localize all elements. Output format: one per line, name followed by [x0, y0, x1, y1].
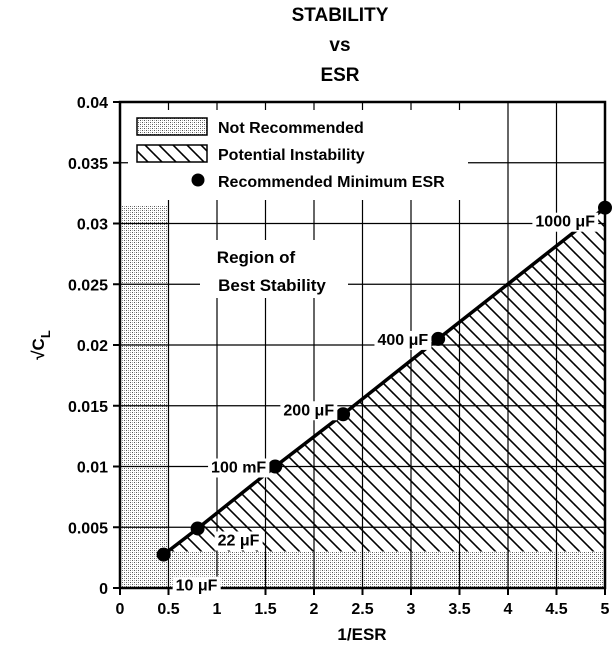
- legend-dot-recommended-minimum-esr: [191, 173, 205, 187]
- data-point: [156, 547, 171, 562]
- x-axis-label: 1/ESR: [337, 625, 386, 644]
- y-axis: 0 0.005 0.01 0.015 0.02 0.025 0.03 0.035 0.04: [68, 95, 120, 598]
- not-recommended-region-left: [120, 205, 169, 588]
- y-tick-label: 0.02: [77, 338, 108, 355]
- x-tick-label: 0.5: [157, 601, 179, 618]
- data-point: [190, 521, 205, 536]
- y-tick-label: 0.015: [68, 399, 108, 416]
- legend-swatch-not-recommended: [136, 117, 208, 136]
- data-point-label: 10 μF: [176, 578, 218, 595]
- data-point-label: 22 μF: [218, 532, 260, 549]
- chart-title-line-2: vs: [329, 35, 350, 56]
- y-tick-label: 0: [99, 581, 108, 598]
- y-tick-label: 0.035: [68, 156, 108, 173]
- legend-label-potential-instability: Potential Instability: [218, 147, 365, 164]
- data-point: [336, 407, 351, 422]
- data-point-label-background: [208, 458, 270, 478]
- x-tick-label: 1: [213, 601, 222, 618]
- x-tick-label: 4.5: [545, 601, 567, 618]
- y-axis-label-subscript: L: [38, 330, 53, 338]
- legend-swatch-potential-instability: [136, 144, 208, 163]
- data-point-label-background: [532, 212, 599, 232]
- x-tick-label: 5: [601, 601, 610, 618]
- data-point: [268, 459, 283, 474]
- x-tick-label: 3: [407, 601, 416, 618]
- x-tick-label: 2.5: [351, 601, 373, 618]
- y-tick-label: 0.04: [77, 95, 108, 112]
- data-point-label: 400 μF: [377, 332, 428, 349]
- data-point: [598, 200, 612, 215]
- data-point-label: 100 mF: [211, 460, 266, 477]
- y-axis-label: √CL: [29, 330, 53, 360]
- x-tick-label: 4: [504, 601, 513, 618]
- data-point: [431, 331, 446, 346]
- series-line: [162, 206, 607, 556]
- x-axis: 0 0.5 1 1.5 2 2.5 3 3.5 4 4.5 5: [116, 588, 610, 618]
- svg-text:√CL: √CL: [29, 330, 53, 360]
- y-tick-label: 0.03: [77, 217, 108, 234]
- y-axis-label-main: √C: [29, 338, 48, 360]
- x-tick-label: 1.5: [254, 601, 276, 618]
- legend-label-recommended-minimum-esr: Recommended Minimum ESR: [218, 174, 445, 191]
- legend: Not Recommended Potential Instability Re…: [128, 110, 468, 200]
- data-point-label-background: [172, 576, 221, 596]
- data-point-label: 200 μF: [283, 402, 334, 419]
- data-point-label: 1000 μF: [535, 214, 595, 231]
- chart-title-line-3: ESR: [320, 65, 359, 86]
- x-tick-label: 3.5: [448, 601, 470, 618]
- data-point-label-background: [374, 330, 432, 350]
- region-label-line-2: Best Stability: [218, 276, 326, 295]
- region-label-background: [200, 240, 348, 298]
- chart-title-line-1: STABILITY: [292, 5, 389, 26]
- series-recommended-minimum-esr: 10 μF 22 μF 100 mF 200 μF 400 μF 1000 μF: [156, 200, 612, 596]
- data-point-label-background: [280, 401, 338, 421]
- y-tick-label: 0.025: [68, 277, 108, 294]
- x-tick-label: 2: [310, 601, 319, 618]
- y-tick-label: 0.005: [68, 520, 108, 537]
- region-label-line-1: Region of: [217, 248, 296, 267]
- legend-label-not-recommended: Not Recommended: [218, 120, 364, 137]
- x-tick-label: 0: [116, 601, 125, 618]
- y-tick-label: 0.01: [77, 460, 108, 477]
- data-point-label-background: [214, 531, 263, 551]
